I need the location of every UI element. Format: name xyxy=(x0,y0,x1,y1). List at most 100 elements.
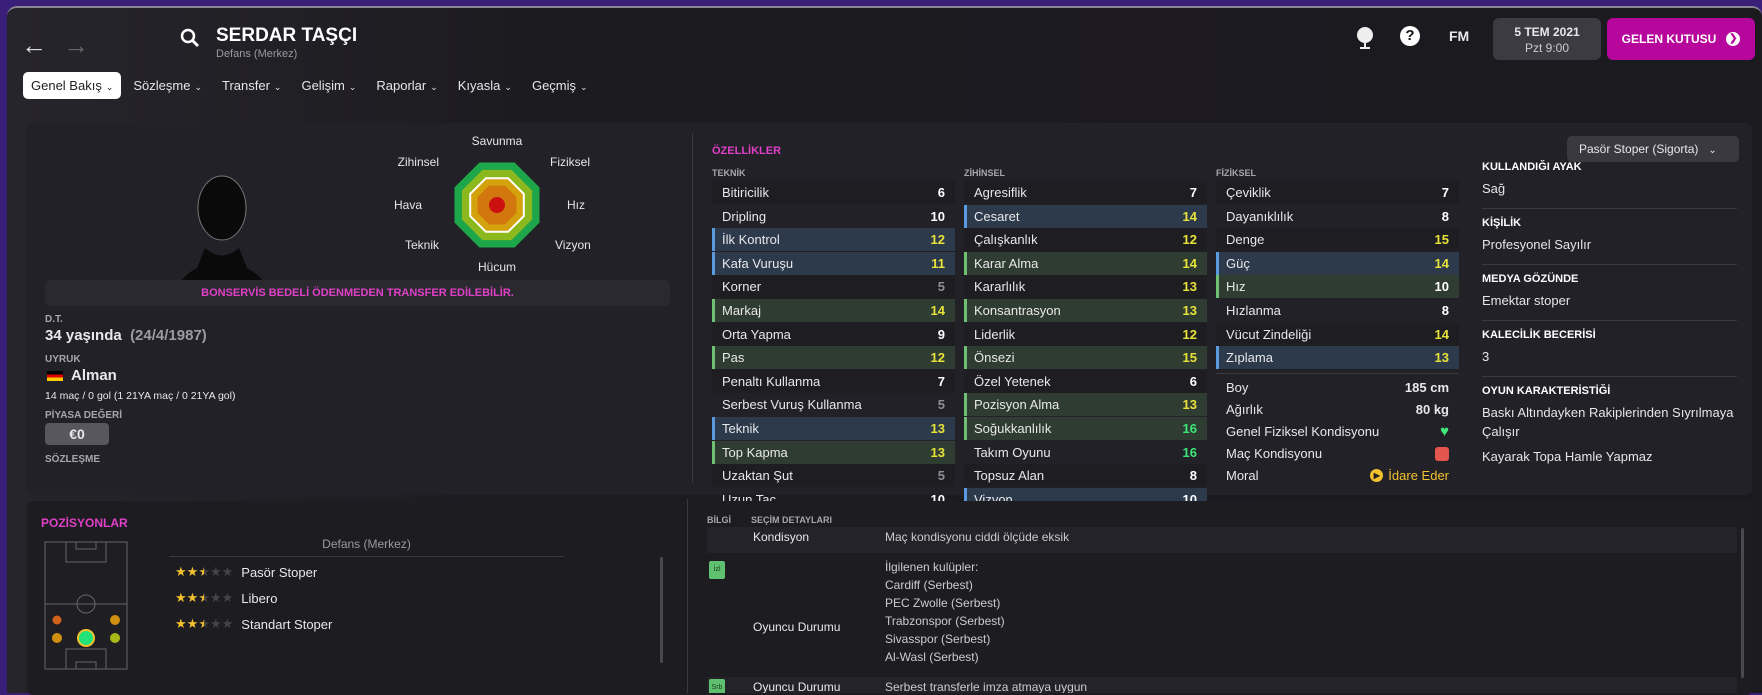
nationality[interactable]: Alman xyxy=(71,367,117,384)
attribute-row[interactable]: Çalışkanlık 12 xyxy=(964,228,1207,252)
tab-4[interactable]: Raporlar ⌄ xyxy=(368,72,445,99)
tab-5[interactable]: Kıyasla ⌄ xyxy=(450,72,520,99)
attribute-row[interactable]: Agresiflik 7 xyxy=(964,181,1207,204)
attribute-value: 9 xyxy=(937,326,945,342)
back-arrow-icon[interactable]: ← xyxy=(21,30,47,60)
role-item[interactable]: ★★★★★ Libero xyxy=(175,585,332,611)
status-badge[interactable]: Srb xyxy=(709,679,725,693)
detail-text: Maç kondisyonu ciddi ölçüde eksik xyxy=(885,530,1070,544)
attribute-row[interactable]: Korner 5 xyxy=(712,275,955,299)
attribute-row[interactable]: Konsantrasyon 13 xyxy=(964,299,1207,322)
attribute-row[interactable]: Dayanıklılık 8 xyxy=(1216,205,1459,228)
tab-3[interactable]: Gelişim ⌄ xyxy=(293,72,364,99)
role-item[interactable]: ★★★★★ Pasör Stoper xyxy=(175,559,332,585)
tab-1[interactable]: Sözleşme ⌄ xyxy=(125,72,210,99)
attribute-name: Hızlanma xyxy=(1226,303,1281,318)
globe-icon[interactable] xyxy=(1355,26,1375,50)
details-scrollbar[interactable] xyxy=(1741,528,1744,678)
attribute-row[interactable]: Önsezi 15 xyxy=(964,346,1207,370)
tab-2[interactable]: Transfer ⌄ xyxy=(214,72,289,99)
info-label: OYUN KARAKTERİSTİĞİ xyxy=(1482,385,1611,397)
attribute-value: 5 xyxy=(937,397,945,413)
position-dot xyxy=(110,633,120,643)
role-item[interactable]: ★★★★★ Standart Stoper xyxy=(175,611,332,637)
tab-6[interactable]: Geçmiş ⌄ xyxy=(524,72,596,99)
attribute-value: 10 xyxy=(1434,279,1449,295)
attribute-row[interactable]: Teknik 13 xyxy=(712,417,955,440)
forward-arrow-icon[interactable]: → xyxy=(63,30,89,60)
date-display[interactable]: 5 TEM 2021 Pzt 9:00 xyxy=(1493,18,1601,60)
help-icon[interactable]: ? xyxy=(1400,26,1420,46)
attribute-row[interactable]: Topsuz Alan 8 xyxy=(964,464,1207,488)
attribute-row[interactable]: Karar Alma 14 xyxy=(964,251,1207,275)
attribute-row[interactable]: İlk Kontrol 12 xyxy=(712,228,955,252)
attribute-row[interactable]: Takım Oyunu 16 xyxy=(964,441,1207,464)
chevron-down-icon: ⌄ xyxy=(105,82,114,92)
radar-label-b: Hücum xyxy=(478,260,516,273)
info-label: KİŞİLİK xyxy=(1482,217,1522,229)
tab-0[interactable]: Genel Bakış ⌄ xyxy=(23,72,122,99)
attribute-name: Hız xyxy=(1226,279,1246,295)
attribute-name: Dayanıklılık xyxy=(1226,208,1294,224)
inbox-button[interactable]: GELEN KUTUSU ❯ xyxy=(1607,18,1755,60)
attribute-row[interactable]: Zıplama 13 xyxy=(1216,346,1459,370)
attribute-row[interactable]: Özel Yetenek 6 xyxy=(964,369,1207,393)
morale-value: İdare Eder xyxy=(1388,468,1449,483)
attribute-row[interactable]: Soğukkanlılık 16 xyxy=(964,417,1207,440)
attribute-row[interactable]: Hızlanma 8 xyxy=(1216,299,1459,322)
attribute-row[interactable]: Vücut Zindeliği 14 xyxy=(1216,322,1459,346)
attribute-row[interactable]: Cesaret 14 xyxy=(964,204,1207,228)
attribute-row[interactable]: Top Kapma 13 xyxy=(712,440,955,464)
heart-icon: ♥ xyxy=(1440,423,1449,440)
attribute-row[interactable]: Kafa Vuruşu 11 xyxy=(712,251,955,275)
transfer-banner: BONSERVİS BEDELİ ÖDENMEDEN TRANSFER EDİL… xyxy=(45,280,670,306)
attribute-row[interactable]: Markaj 14 xyxy=(712,299,955,322)
status-badge[interactable]: İzl xyxy=(709,561,725,579)
attribute-row[interactable]: Çeviklik 7 xyxy=(1216,181,1459,204)
attribute-value: 6 xyxy=(1189,373,1197,389)
attribute-value: 15 xyxy=(1182,350,1197,366)
attribute-value: 7 xyxy=(1189,185,1197,200)
detail-text: Trabzonspor (Serbest) xyxy=(885,614,1005,628)
attribute-row[interactable]: Dripling 10 xyxy=(712,205,955,228)
position-group: Defans (Merkez) xyxy=(169,537,564,557)
physical-info-row: Maç Kondisyonu xyxy=(1216,442,1459,465)
chevron-down-icon: ⌄ xyxy=(430,82,438,92)
attribute-row[interactable]: Kararlılık 13 xyxy=(964,275,1207,299)
role-select[interactable]: Pasör Stoper (Sigorta) ⌄ xyxy=(1567,136,1739,162)
physical-info-row: Boy 185 cm xyxy=(1216,376,1459,399)
attribute-row[interactable]: Penaltı Kullanma 7 xyxy=(712,369,955,393)
attribute-row[interactable]: Bitiricilik 6 xyxy=(712,181,955,204)
fm-menu-button[interactable]: FM xyxy=(1449,28,1470,44)
chevron-down-icon: ⌄ xyxy=(194,82,202,92)
attribute-name: Serbest Vuruş Kullanma xyxy=(722,397,862,413)
role-name: Pasör Stoper xyxy=(241,564,318,580)
tab-label: Genel Bakış xyxy=(31,78,102,93)
detail-text: Al-Wasl (Serbest) xyxy=(885,650,979,664)
info-value: 185 cm xyxy=(1405,380,1449,395)
attribute-row[interactable]: Hız 10 xyxy=(1216,275,1459,299)
search-icon[interactable] xyxy=(180,28,200,48)
attribute-row[interactable]: Liderlik 12 xyxy=(964,322,1207,346)
divider xyxy=(687,499,688,693)
attribute-value: 13 xyxy=(1182,279,1197,295)
info-section: MEDYA GÖZÜNDE Emektar stoper xyxy=(1482,265,1737,321)
detail-text: Sivasspor (Serbest) xyxy=(885,632,991,646)
attribute-row[interactable]: Uzaktan Şut 5 xyxy=(712,464,955,488)
physical-info-row: Ağırlık 80 kg xyxy=(1216,398,1459,421)
divider xyxy=(1216,373,1459,374)
attribute-row[interactable]: Pas 12 xyxy=(712,346,955,370)
position-dot xyxy=(110,615,120,625)
attribute-row[interactable]: Pozisyon Alma 13 xyxy=(964,393,1207,417)
caps: 14 maç / 0 gol (1 21YA maç / 0 21YA gol) xyxy=(45,390,236,402)
attribute-row[interactable]: Denge 15 xyxy=(1216,228,1459,252)
attribute-row[interactable]: Serbest Vuruş Kullanma 5 xyxy=(712,393,955,416)
player-position: Defans (Merkez) xyxy=(216,48,298,60)
nationality-row: Alman xyxy=(47,367,117,384)
roles-scrollbar[interactable] xyxy=(660,557,663,663)
attribute-name: Kararlılık xyxy=(974,279,1026,295)
attribute-row[interactable]: Güç 14 xyxy=(1216,251,1459,275)
player-silhouette xyxy=(177,175,267,288)
attribute-row[interactable]: Orta Yapma 9 xyxy=(712,322,955,346)
position-dot xyxy=(52,615,62,625)
